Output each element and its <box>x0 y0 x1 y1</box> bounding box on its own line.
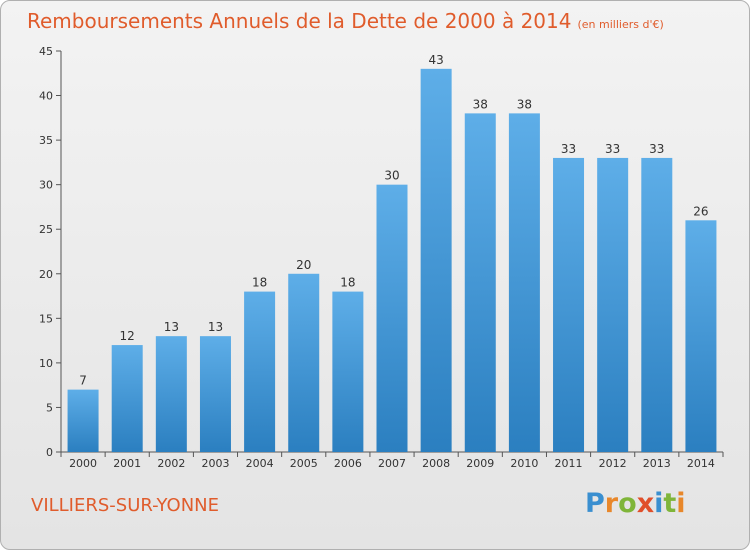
logo-letter: r <box>604 488 619 519</box>
y-tick-label: 30 <box>39 179 53 192</box>
chart-subtitle: (en milliers d'€) <box>577 18 664 31</box>
x-tick-label: 2007 <box>378 457 406 470</box>
x-tick-label: 2002 <box>157 457 185 470</box>
bar <box>332 291 364 452</box>
x-tick-label: 2008 <box>422 457 450 470</box>
bar <box>288 273 320 452</box>
x-tick-label: 2010 <box>510 457 538 470</box>
x-tick-label: 2003 <box>201 457 229 470</box>
chart-title-text: Remboursements Annuels de la Dette de 20… <box>27 9 572 33</box>
logo-letter: x <box>636 488 655 519</box>
town-name: VILLIERS-SUR-YONNE <box>31 495 220 516</box>
bar <box>376 184 408 452</box>
bar-value-label: 38 <box>473 97 488 111</box>
bar-value-label: 33 <box>561 142 576 156</box>
x-tick-label: 2011 <box>555 457 583 470</box>
chart-axes: 0 5 10 15 20 25 30 35 40 45 2000 2001 2002 2003 2004 20… <box>39 45 724 470</box>
y-tick-label: 25 <box>39 223 53 236</box>
bar <box>155 336 187 452</box>
chart-bars <box>67 68 717 453</box>
logo-letter: o <box>618 488 637 519</box>
bar <box>685 220 717 452</box>
chart-value-labels: 7 12 13 13 18 20 18 30 43 38 38 33 33 33 26 <box>79 53 708 388</box>
bar <box>244 291 276 452</box>
logo-letter: i <box>654 488 664 519</box>
bar-value-label: 38 <box>517 97 532 111</box>
y-tick-label: 20 <box>39 268 53 281</box>
bar-value-label: 26 <box>693 204 708 218</box>
bar <box>553 157 585 452</box>
x-tick-label: 2009 <box>466 457 494 470</box>
bar-value-label: 18 <box>252 276 267 290</box>
y-tick-label: 40 <box>39 90 53 103</box>
bar <box>508 113 540 452</box>
x-tick-label: 2004 <box>246 457 274 470</box>
bar-value-label: 30 <box>384 169 399 183</box>
x-tick-label: 2001 <box>113 457 141 470</box>
bar <box>464 113 496 452</box>
bar <box>597 157 629 452</box>
x-tick-label: 2006 <box>334 457 362 470</box>
bar <box>111 345 143 452</box>
bar <box>199 336 231 452</box>
y-tick-label: 45 <box>39 45 53 58</box>
bar-value-label: 43 <box>428 53 443 67</box>
y-tick-label: 15 <box>39 312 53 325</box>
logo-letter: P <box>585 488 605 519</box>
bar-value-label: 13 <box>208 320 223 334</box>
x-tick-label: 2000 <box>69 457 97 470</box>
y-tick-label: 5 <box>46 401 53 414</box>
y-tick-label: 0 <box>46 446 53 459</box>
x-tick-label: 2005 <box>290 457 318 470</box>
bar-value-label: 12 <box>120 329 135 343</box>
chart-title: Remboursements Annuels de la Dette de 20… <box>27 9 664 33</box>
logo-letter: t <box>663 488 677 519</box>
proxiti-logo: Proxiti <box>585 488 686 519</box>
bar-value-label: 20 <box>296 258 311 272</box>
bar-value-label: 33 <box>649 142 664 156</box>
bar-value-label: 13 <box>164 320 179 334</box>
x-tick-label: 2014 <box>687 457 715 470</box>
bar-value-label: 18 <box>340 276 355 290</box>
bar <box>67 389 99 452</box>
x-tick-label: 2013 <box>643 457 671 470</box>
bar <box>420 68 452 453</box>
bar-value-label: 33 <box>605 142 620 156</box>
x-tick-label: 2012 <box>599 457 627 470</box>
y-tick-label: 35 <box>39 134 53 147</box>
logo-letter: i <box>676 488 686 519</box>
bar <box>641 157 673 452</box>
bar-value-label: 7 <box>79 374 87 388</box>
y-tick-label: 10 <box>39 357 53 370</box>
